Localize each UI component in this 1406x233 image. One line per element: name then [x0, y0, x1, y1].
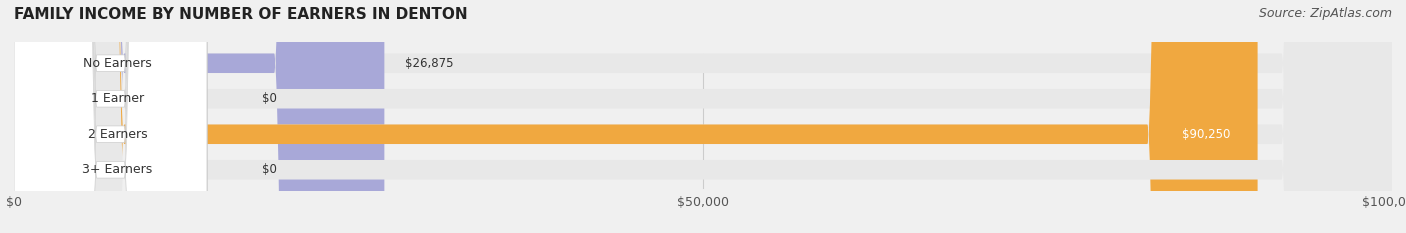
FancyBboxPatch shape — [14, 0, 1257, 233]
FancyBboxPatch shape — [14, 0, 1392, 233]
FancyBboxPatch shape — [14, 0, 207, 233]
Text: $0: $0 — [262, 163, 277, 176]
FancyBboxPatch shape — [14, 0, 207, 233]
FancyBboxPatch shape — [14, 0, 1392, 233]
FancyBboxPatch shape — [14, 0, 48, 233]
Text: FAMILY INCOME BY NUMBER OF EARNERS IN DENTON: FAMILY INCOME BY NUMBER OF EARNERS IN DE… — [14, 7, 468, 22]
FancyBboxPatch shape — [14, 0, 384, 233]
FancyBboxPatch shape — [14, 0, 48, 233]
FancyBboxPatch shape — [14, 0, 207, 233]
FancyBboxPatch shape — [14, 0, 1392, 233]
Text: 1 Earner: 1 Earner — [91, 92, 143, 105]
Text: 3+ Earners: 3+ Earners — [83, 163, 152, 176]
Text: 2 Earners: 2 Earners — [87, 128, 148, 141]
Text: $90,250: $90,250 — [1181, 128, 1230, 141]
FancyBboxPatch shape — [14, 0, 1392, 233]
Text: $26,875: $26,875 — [405, 57, 454, 70]
Text: Source: ZipAtlas.com: Source: ZipAtlas.com — [1258, 7, 1392, 20]
Text: No Earners: No Earners — [83, 57, 152, 70]
Text: $0: $0 — [262, 92, 277, 105]
FancyBboxPatch shape — [14, 0, 207, 233]
